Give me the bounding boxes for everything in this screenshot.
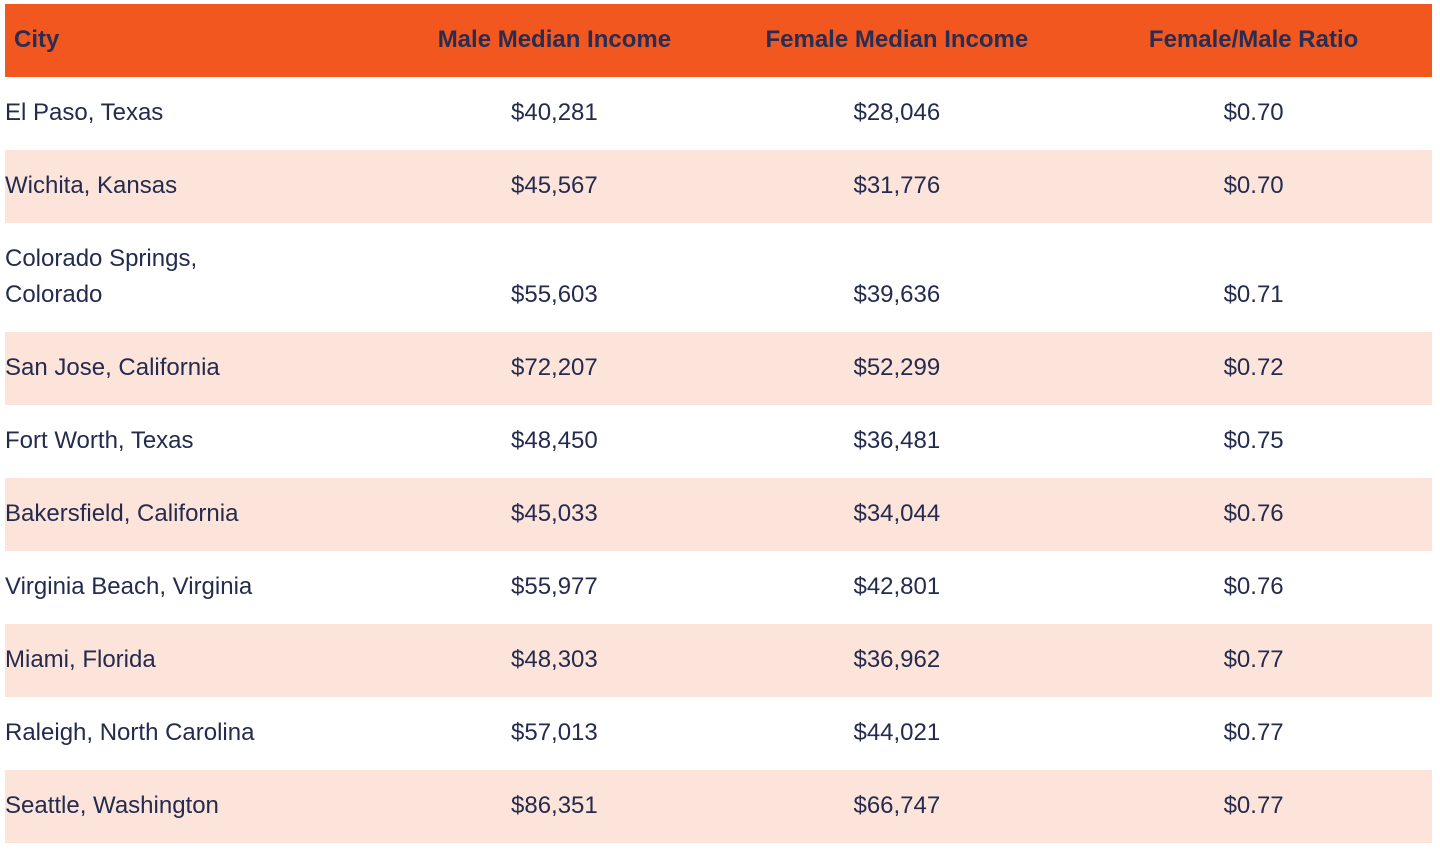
female-income-cell: $28,046 (853, 99, 941, 126)
table-row: Virginia Beach, Virginia $55,977 $42,801… (5, 551, 1432, 624)
ratio-cell: $0.75 (1223, 427, 1284, 454)
male-income-cell: $55,603 (511, 281, 598, 308)
table-row: Fort Worth, Texas $48,450 $36,481 $0.75 (5, 405, 1432, 478)
ratio-cell: $0.77 (1223, 792, 1284, 819)
table-row: El Paso, Texas $40,281 $28,046 $0.70 (5, 77, 1432, 150)
city-cell: Seattle, Washington (5, 792, 219, 819)
male-income-cell: $72,207 (511, 354, 598, 381)
female-income-cell: $31,776 (853, 172, 941, 199)
ratio-cell: $0.70 (1223, 172, 1284, 199)
table-row: Wichita, Kansas $45,567 $31,776 $0.70 (5, 150, 1432, 223)
table-row: Raleigh, North Carolina $57,013 $44,021 … (5, 697, 1432, 770)
ratio-cell: $0.77 (1223, 719, 1284, 746)
female-income-cell: $36,962 (853, 646, 941, 673)
ratio-cell: $0.77 (1223, 646, 1284, 673)
table-header: City Male Median Income Female Median In… (5, 4, 1432, 77)
female-income-cell: $52,299 (853, 354, 941, 381)
table-row: Bakersfield, California $45,033 $34,044 … (5, 478, 1432, 551)
female-income-cell: $44,021 (853, 719, 941, 746)
median-income-table: City Male Median Income Female Median In… (5, 4, 1432, 843)
city-cell: Miami, Florida (5, 646, 156, 673)
city-cell: Raleigh, North Carolina (5, 719, 255, 746)
table-row: Seattle, Washington $86,351 $66,747 $0.7… (5, 770, 1432, 843)
city-cell: Virginia Beach, Virginia (5, 573, 253, 600)
city-cell: Bakersfield, California (5, 500, 239, 527)
city-cell: Fort Worth, Texas (5, 427, 194, 454)
ratio-cell: $0.70 (1223, 99, 1284, 126)
female-income-cell: $42,801 (853, 573, 941, 600)
female-income-cell: $39,636 (853, 281, 941, 308)
male-income-cell: $48,303 (511, 646, 598, 673)
table-row: Colorado Springs, Colorado $55,603 $39,6… (5, 223, 1432, 332)
female-income-cell: $34,044 (853, 500, 941, 527)
column-header-city: City (5, 4, 391, 77)
ratio-cell: $0.76 (1223, 573, 1284, 600)
city-cell: El Paso, Texas (5, 99, 164, 126)
female-income-cell: $36,481 (853, 427, 941, 454)
female-income-cell: $66,747 (853, 792, 941, 819)
ratio-cell: $0.71 (1223, 281, 1284, 308)
male-income-cell: $45,033 (511, 500, 598, 527)
city-cell: San Jose, California (5, 354, 220, 381)
column-header-female-income: Female Median Income (718, 4, 1076, 77)
ratio-cell: $0.76 (1223, 500, 1284, 527)
table-body: El Paso, Texas $40,281 $28,046 $0.70 Wic… (5, 77, 1432, 843)
male-income-cell: $55,977 (511, 573, 598, 600)
male-income-cell: $57,013 (511, 719, 598, 746)
table-row: Miami, Florida $48,303 $36,962 $0.77 (5, 624, 1432, 697)
male-income-cell: $45,567 (511, 172, 598, 199)
column-header-ratio: Female/Male Ratio (1075, 4, 1432, 77)
male-income-cell: $48,450 (511, 427, 598, 454)
city-cell: Wichita, Kansas (5, 172, 178, 199)
ratio-cell: $0.72 (1223, 354, 1284, 381)
table-header-row: City Male Median Income Female Median In… (5, 4, 1432, 77)
city-cell: Colorado Springs, Colorado (5, 245, 198, 308)
table-row: San Jose, California $72,207 $52,299 $0.… (5, 332, 1432, 405)
male-income-cell: $86,351 (511, 792, 598, 819)
column-header-male-income: Male Median Income (390, 4, 719, 77)
male-income-cell: $40,281 (511, 99, 598, 126)
